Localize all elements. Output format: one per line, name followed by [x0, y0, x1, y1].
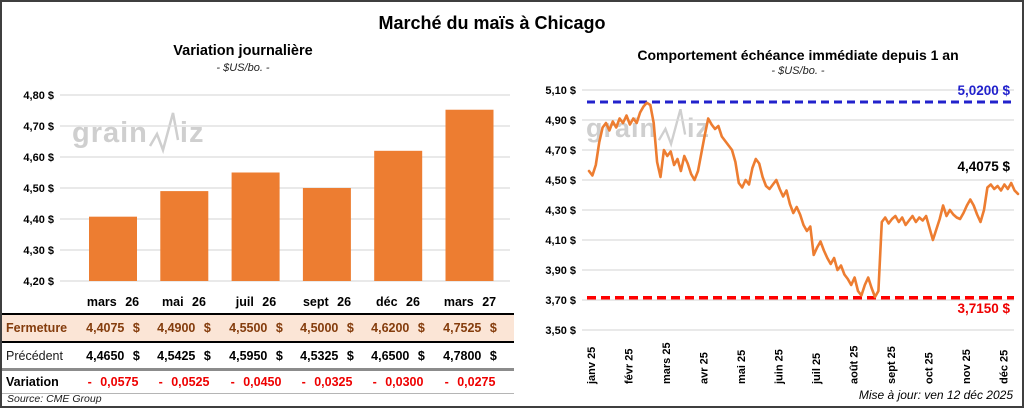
column-header: juil 26: [235, 295, 277, 309]
source-note: Source: CME Group: [7, 393, 102, 405]
table-divider-2: [2, 368, 514, 371]
x-axis-month-label: déc 25: [999, 350, 1011, 384]
table-cell: 4,5500 $: [229, 321, 283, 335]
table-cell: 4,4900 $: [157, 321, 211, 335]
svg-text:5,10 $: 5,10 $: [545, 85, 576, 97]
bar-mars 27: [445, 109, 494, 281]
column-header: mars 27: [443, 295, 497, 309]
column-header: déc 26: [376, 295, 420, 309]
table-cell: 4,4650 $: [86, 348, 140, 363]
line-chart: 5,10 $ 4,90 $ 4,70 $ 4,50 $ 4,30 $ 4,10 $ 3,90…: [545, 85, 1020, 385]
x-axis-month-label: mai 25: [736, 350, 748, 384]
x-axis-month-label: févr 25: [624, 349, 636, 384]
svg-text:4,70 $: 4,70 $: [545, 145, 576, 157]
high-threshold-label: 5,0200 $: [957, 83, 1010, 98]
table-cell: 4,4075 $: [86, 321, 140, 335]
svg-text:4,90 $: 4,90 $: [545, 115, 576, 127]
bar-sept 26: [302, 188, 351, 281]
svg-text:3,90 $: 3,90 $: [545, 265, 576, 277]
grainwiz-spark-icon: [657, 108, 687, 148]
table-cell: 4,7800 $: [443, 348, 497, 363]
row-label-precedent: Précédent: [6, 348, 63, 363]
last-price-label: 4,4075 $: [957, 159, 1010, 174]
table-row-fermeture: Fermeture 4,4075 $ 4,4900 $ 4,5500 $ 4,5000…: [2, 315, 514, 341]
table-cell: 4,5425 $: [157, 348, 211, 363]
x-axis-month-label: mars 25: [661, 342, 673, 384]
svg-text:4,80 $: 4,80 $: [23, 90, 54, 102]
grainwiz-watermark-right: grain iz: [586, 106, 710, 150]
table-cell: 4,5950 $: [229, 348, 283, 363]
svg-text:4,30 $: 4,30 $: [545, 205, 576, 217]
bar-chart: 4,80 $ 4,70 $ 4,60 $ 4,50 $ 4,40 $ 4,30 $ 4,20…: [23, 90, 510, 288]
grainwiz-watermark-left: grain iz: [72, 110, 204, 156]
column-header: sept 26: [302, 295, 352, 309]
table-row-variation: Variation - 0,0575 - 0,0525 - 0,0450 - 0,03…: [2, 371, 514, 393]
row-label-variation: Variation: [6, 375, 59, 389]
bar-mars 26: [89, 216, 137, 281]
watermark-text-iz: iz: [687, 112, 711, 143]
watermark-text-iz: iz: [179, 116, 205, 149]
x-axis-month-label: août 25: [849, 345, 861, 384]
svg-text:4,60 $: 4,60 $: [23, 152, 54, 164]
table-cell: 4,5000 $: [300, 321, 354, 335]
table-cell: - 0,0300: [372, 375, 424, 389]
line-chart-subtitle: - $US/bo. -: [771, 65, 825, 77]
x-axis-month-label: juin 25: [774, 349, 786, 385]
bar-chart-title: Variation journalière: [173, 43, 313, 59]
svg-text:4,50 $: 4,50 $: [23, 183, 54, 195]
table-cell: 4,5325 $: [300, 348, 354, 363]
table-divider-1: [2, 341, 514, 343]
low-threshold-label: 3,7150 $: [957, 301, 1010, 316]
svg-text:4,10 $: 4,10 $: [545, 235, 576, 247]
x-axis-month-label: juil 25: [811, 353, 823, 385]
x-axis-month-label: avr 25: [699, 352, 711, 384]
table-border-top: [2, 313, 514, 315]
x-axis-month-label: oct 25: [924, 352, 936, 384]
table-cell: - 0,0450: [230, 375, 282, 389]
table-cell: 4,7525 $: [443, 321, 497, 335]
bar-juil 26: [231, 172, 280, 281]
update-date-note: Mise à jour: ven 12 déc 2025: [858, 388, 1013, 402]
x-axis-month-label: sept 25: [886, 346, 898, 384]
table-cell: - 0,0325: [301, 375, 353, 389]
table-cell: 4,6200 $: [371, 321, 425, 335]
bar-déc 26: [374, 150, 423, 281]
svg-text:4,30 $: 4,30 $: [23, 245, 54, 257]
svg-text:3,50 $: 3,50 $: [545, 325, 576, 337]
svg-text:3,70 $: 3,70 $: [545, 295, 576, 307]
table-row-precedent: Précédent 4,4650 $ 4,5425 $ 4,5950 $ 4,5325…: [2, 343, 514, 368]
watermark-text-grain: grain: [72, 116, 148, 149]
column-header: mai 26: [162, 295, 206, 309]
table-cell: - 0,0575: [87, 375, 139, 389]
x-axis-month-label: janv 25: [586, 347, 598, 385]
table-header-row: mars 26 mai 26 juil 26 sept 26 déc 26 mars 27: [2, 292, 514, 312]
grainwiz-spark-icon: [148, 112, 180, 155]
page-title: Marché du maïs à Chicago: [378, 13, 606, 33]
table-border-bottom: [2, 393, 514, 394]
price-series: [587, 101, 1020, 299]
column-header: mars 26: [86, 295, 140, 309]
svg-text:4,40 $: 4,40 $: [23, 214, 54, 226]
row-label-fermeture: Fermeture: [6, 321, 68, 335]
table-cell: - 0,0275: [444, 375, 496, 389]
bar-mai 26: [160, 191, 209, 281]
svg-text:4,50 $: 4,50 $: [545, 175, 576, 187]
line-chart-title: Comportement échéance immédiate depuis 1…: [637, 47, 959, 63]
bar-chart-subtitle: - $US/bo. -: [216, 62, 270, 74]
table-cell: - 0,0525: [158, 375, 210, 389]
svg-text:4,70 $: 4,70 $: [23, 121, 54, 133]
table-cell: 4,6500 $: [371, 348, 425, 363]
x-axis-month-label: nov 25: [961, 349, 973, 384]
svg-text:4,20 $: 4,20 $: [23, 276, 54, 288]
